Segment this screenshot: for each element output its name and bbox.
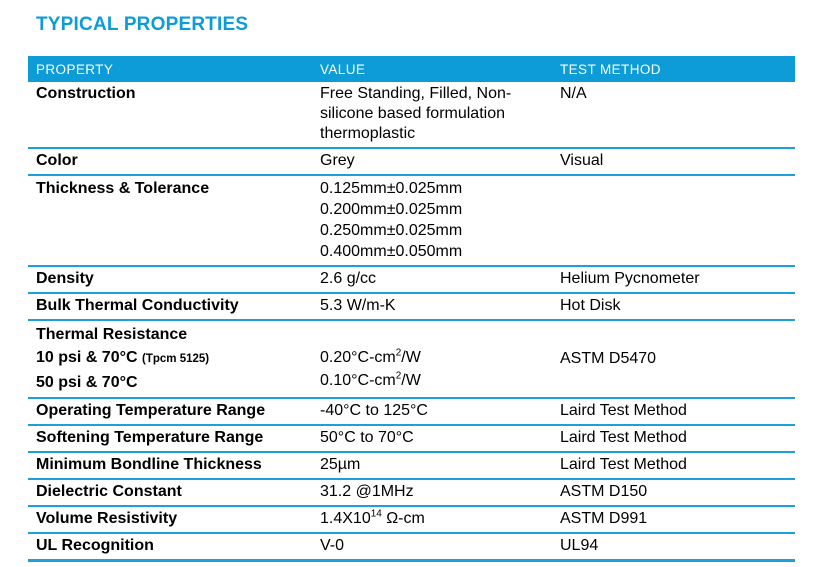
value-cell: 0.125mm±0.025mm 0.200mm±0.025mm 0.250mm±0.… [320,180,463,260]
test-method-cell: ASTM D5470 [560,349,657,367]
property-cell: Thermal Resistance 10 psi & 70°C (Tpcm 51… [36,326,210,391]
row-color: Color Grey Visual [28,149,795,176]
property-cell: Color [36,152,78,169]
property-cell: Minimum Bondline Thickness [36,456,262,473]
property-cell: Thickness & Tolerance [36,180,210,197]
value-cell: 0.20°C-cm2/W 0.10°C-cm2/W [320,347,421,389]
row-operating-temperature-range: Operating Temperature Range -40°C to 125°… [28,399,795,426]
value-cell: 2.6 g/cc [320,270,377,287]
row-thermal-resistance: Thermal Resistance 10 psi & 70°C (Tpcm 51… [28,321,795,399]
page-title: TYPICAL PROPERTIES [36,14,249,35]
property-cell: Density [36,270,94,287]
value-cell: 5.3 W/m-K [320,297,396,314]
row-softening-temperature-range: Softening Temperature Range 50°C to 70°C L… [28,426,795,453]
datasheet-page: TYPICAL PROPERTIES PROPERTY VALUE TEST M… [28,14,795,562]
test-method-cell: UL94 [560,537,599,554]
row-bulk-thermal-conductivity: Bulk Thermal Conductivity 5.3 W/m-K Hot Di… [28,294,795,321]
test-method-cell [560,178,795,262]
column-header-test-method: TEST METHOD [560,61,661,77]
value-cell: -40°C to 125°C [320,402,428,419]
test-method-cell: Laird Test Method [560,456,687,473]
table-header-row: PROPERTY VALUE TEST METHOD [28,56,795,82]
test-method-cell: Helium Pycnometer [560,270,700,287]
row-thickness-tolerance: Thickness & Tolerance 0.125mm±0.025mm 0.20… [28,176,795,267]
test-method-cell: Hot Disk [560,297,621,314]
value-cell: 50°C to 70°C [320,429,414,446]
value-cell: 25µm [320,456,361,473]
value-cell: 31.2 @1MHz [320,483,414,500]
row-minimum-bondline-thickness: Minimum Bondline Thickness 25µm Laird Test… [28,453,795,480]
row-construction: Construction Free Standing, Filled, Non-s… [28,82,795,149]
test-method-cell: N/A [560,85,587,102]
typical-properties-table: PROPERTY VALUE TEST METHOD Construction F… [28,56,795,562]
column-header-value: VALUE [320,61,366,77]
property-cell: Operating Temperature Range [36,402,266,419]
column-header-property: PROPERTY [36,61,114,77]
row-volume-resistivity: Volume Resistivity 1.4X1014 Ω-cm ASTM D991 [28,507,795,534]
value-cell: V-0 [320,537,345,554]
value-cell: 1.4X1014 Ω-cm [320,508,425,527]
test-method-cell: Visual [560,152,604,169]
test-method-cell: Laird Test Method [560,429,687,446]
property-cell: Softening Temperature Range [36,429,264,446]
property-cell: Volume Resistivity [36,510,178,527]
test-method-cell: ASTM D150 [560,483,648,500]
test-method-cell: Laird Test Method [560,402,687,419]
value-cell: Free Standing, Filled, Non-silicone base… [320,85,512,142]
row-dielectric-constant: Dielectric Constant 31.2 @1MHz ASTM D150 [28,480,795,507]
property-cell: Dielectric Constant [36,483,182,500]
row-ul-recognition: UL Recognition V-0 UL94 [28,534,795,562]
property-cell: Bulk Thermal Conductivity [36,297,239,314]
table-body: Construction Free Standing, Filled, Non-s… [28,82,795,562]
row-density: Density 2.6 g/cc Helium Pycnometer [28,267,795,294]
property-cell: UL Recognition [36,537,154,554]
value-cell: Grey [320,152,355,169]
property-cell: Construction [36,85,136,102]
test-method-cell: ASTM D991 [560,510,648,527]
